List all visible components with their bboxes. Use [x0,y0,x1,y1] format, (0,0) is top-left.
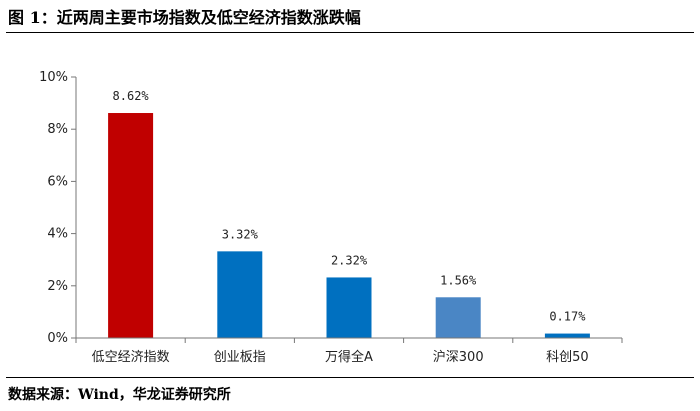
x-axis: 低空经济指数 创业板指 万得全A 沪深300 科创50 [75,337,623,365]
bar [108,113,154,338]
data-label: 0.17% [549,310,586,324]
y-tick-label: 6% [47,174,68,189]
figure-title: 图 1：近两周主要市场指数及低空经济指数涨跌幅 [8,8,361,27]
data-label: 8.62% [113,89,150,103]
x-category-label: 万得全A [325,349,373,365]
x-category-label: 低空经济指数 [92,350,170,365]
y-tick-label: 4% [47,227,68,242]
bar [217,251,263,338]
y-axis: 0% 2% 4% 6% 8% 10% [39,70,77,346]
x-category-label: 创业板指 [214,350,266,365]
y-tick-label: 0% [47,331,68,346]
y-tick-label: 10% [39,70,68,85]
bar-chart: 0%2%4%6%8%10% 8.62%3.32%2.32%1.56%0.17% … [39,70,623,365]
bars: 8.62% 3.32% 2.32% 1.56% 0.17% [108,89,590,338]
source-note: 数据来源：Wind，华龙证券研究所 [8,387,231,403]
x-category-label: 沪深300 [433,349,484,365]
source-rule [6,377,694,378]
bar [435,297,481,338]
y-tick-label: 8% [47,122,68,137]
data-label: 2.32% [331,253,368,267]
y-tick-label: 2% [47,279,68,294]
bar [326,277,372,338]
data-label: 3.32% [222,227,259,241]
title-rule [6,32,694,33]
bar [544,333,590,338]
data-label: 1.56% [440,273,477,287]
x-category-label: 科创50 [546,350,589,365]
